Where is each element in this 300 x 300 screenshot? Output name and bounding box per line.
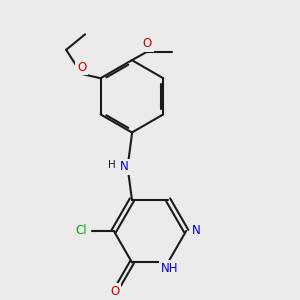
Text: N: N: [120, 160, 128, 173]
Text: H: H: [108, 160, 116, 170]
Text: O: O: [143, 37, 152, 50]
Text: Cl: Cl: [75, 224, 87, 238]
Text: O: O: [77, 61, 86, 74]
Text: O: O: [110, 285, 119, 298]
Text: NH: NH: [161, 262, 178, 275]
Text: N: N: [192, 224, 201, 238]
